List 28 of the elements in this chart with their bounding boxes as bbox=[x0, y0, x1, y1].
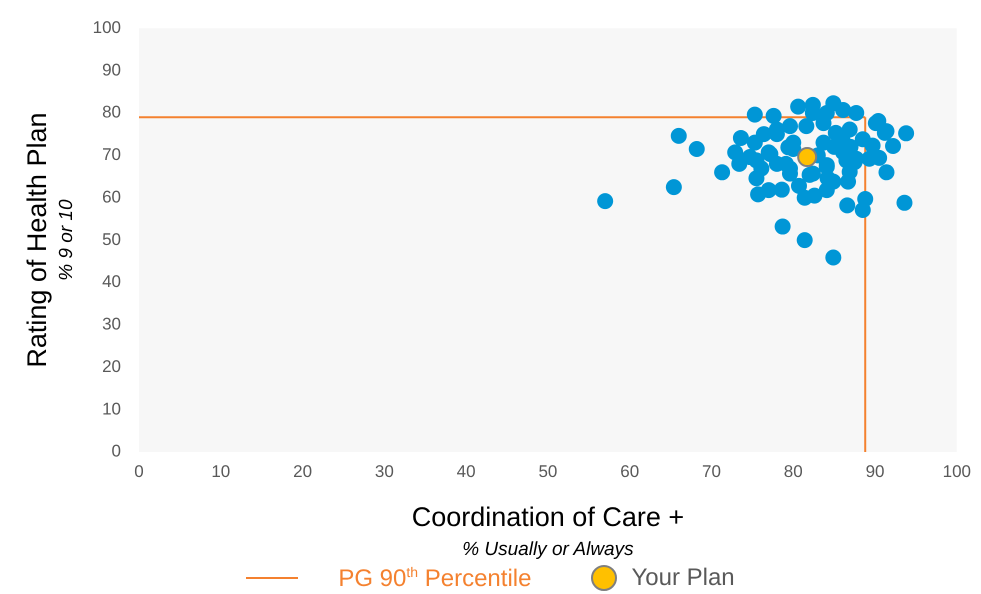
y-axis-title: Rating of Health Plan bbox=[22, 112, 52, 368]
x-tick-label: 70 bbox=[702, 462, 721, 481]
y-tick-label: 90 bbox=[102, 60, 121, 80]
y-tick-label: 50 bbox=[102, 230, 121, 249]
y-tick-label: 40 bbox=[102, 272, 121, 292]
y-tick-label: 20 bbox=[102, 356, 121, 376]
x-tick-label: 10 bbox=[211, 462, 230, 481]
x-tick-label: 30 bbox=[374, 462, 394, 481]
x-tick-label: 60 bbox=[620, 462, 640, 481]
x-tick-label: 80 bbox=[784, 462, 803, 481]
legend-label: Your Plan bbox=[631, 564, 735, 592]
text: % 9 or 10 bbox=[56, 199, 77, 281]
x-tick-label: 40 bbox=[456, 462, 476, 481]
x-axis-title: Coordination of Care + bbox=[412, 502, 684, 532]
y-tick-label: 100 bbox=[92, 18, 121, 37]
x-tick-label: 100 bbox=[942, 462, 972, 481]
y-tick-label: 80 bbox=[102, 102, 121, 122]
x-tick-label: 50 bbox=[538, 462, 558, 481]
y-tick-label: 10 bbox=[102, 399, 121, 418]
text: % Usually or Always bbox=[462, 539, 634, 560]
y-tick-label: 70 bbox=[102, 145, 121, 164]
y-tick-label: 0 bbox=[112, 442, 121, 461]
legend-label: PG 90$^{th}$ Percentile bbox=[338, 564, 532, 592]
y-tick-label: 60 bbox=[102, 187, 121, 206]
x-tick-label: 90 bbox=[866, 462, 884, 481]
x-tick-label: 20 bbox=[293, 462, 312, 481]
y-tick-label: 30 bbox=[102, 314, 121, 334]
x-tick-label: 0 bbox=[134, 462, 144, 481]
